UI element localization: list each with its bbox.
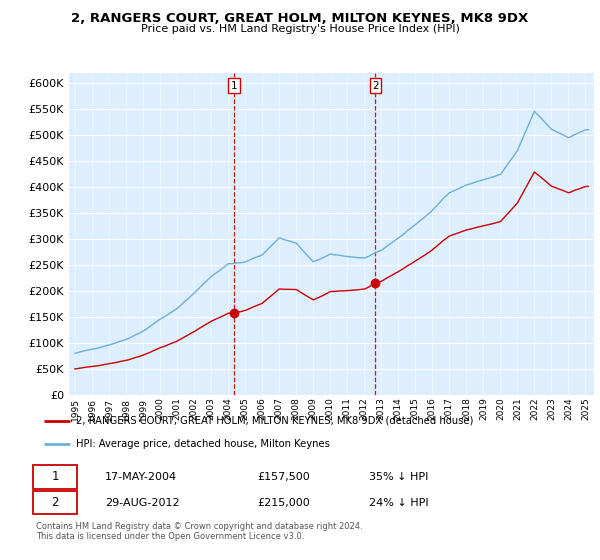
Text: 2, RANGERS COURT, GREAT HOLM, MILTON KEYNES, MK8 9DX (detached house): 2, RANGERS COURT, GREAT HOLM, MILTON KEY… — [76, 416, 473, 426]
FancyBboxPatch shape — [34, 491, 77, 514]
Text: £157,500: £157,500 — [258, 472, 311, 482]
Text: 2: 2 — [51, 496, 59, 509]
Text: 2: 2 — [372, 81, 379, 91]
Text: 2, RANGERS COURT, GREAT HOLM, MILTON KEYNES, MK8 9DX: 2, RANGERS COURT, GREAT HOLM, MILTON KEY… — [71, 12, 529, 25]
Text: Contains HM Land Registry data © Crown copyright and database right 2024.
This d: Contains HM Land Registry data © Crown c… — [36, 522, 362, 542]
Text: 17-MAY-2004: 17-MAY-2004 — [104, 472, 177, 482]
FancyBboxPatch shape — [34, 465, 77, 488]
Text: 1: 1 — [51, 470, 59, 483]
Text: HPI: Average price, detached house, Milton Keynes: HPI: Average price, detached house, Milt… — [76, 439, 329, 449]
Text: Price paid vs. HM Land Registry's House Price Index (HPI): Price paid vs. HM Land Registry's House … — [140, 24, 460, 34]
Text: 1: 1 — [231, 81, 238, 91]
Text: 24% ↓ HPI: 24% ↓ HPI — [368, 498, 428, 507]
Text: £215,000: £215,000 — [258, 498, 311, 507]
Text: 29-AUG-2012: 29-AUG-2012 — [104, 498, 179, 507]
Text: 35% ↓ HPI: 35% ↓ HPI — [368, 472, 428, 482]
